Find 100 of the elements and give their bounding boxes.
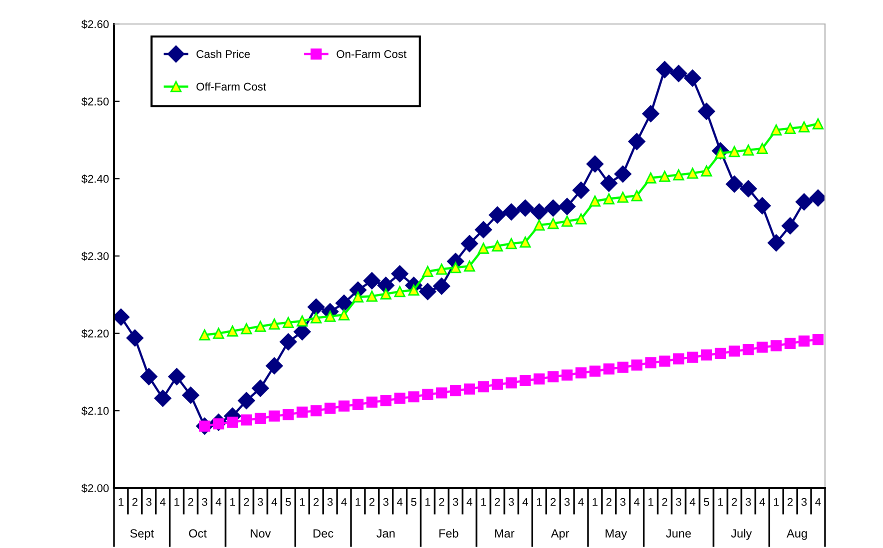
x-tick-label: 1 xyxy=(425,498,430,506)
text: Feb xyxy=(439,528,458,538)
point xyxy=(419,283,436,300)
text: Oct xyxy=(189,529,207,538)
point xyxy=(798,121,810,132)
point xyxy=(366,290,378,302)
point xyxy=(628,132,646,150)
point xyxy=(673,353,684,364)
point xyxy=(380,288,392,300)
text: Jan xyxy=(376,529,395,538)
x-tick-label: 1 xyxy=(230,498,236,506)
point xyxy=(700,349,712,361)
x-tick-label: 4 xyxy=(216,498,222,506)
y-tick-label: $2.60 xyxy=(81,20,109,29)
point xyxy=(589,366,601,377)
point xyxy=(254,320,266,332)
point xyxy=(422,266,434,278)
text: June xyxy=(666,529,691,538)
point xyxy=(659,170,670,182)
point xyxy=(575,213,587,224)
x-tick-label: 4 xyxy=(396,498,403,506)
x-tick-label: 1 xyxy=(774,498,779,506)
point xyxy=(240,323,252,334)
point xyxy=(740,180,757,198)
point xyxy=(422,388,434,400)
point xyxy=(324,402,336,414)
point xyxy=(478,242,489,254)
point xyxy=(182,386,200,404)
point xyxy=(631,359,642,371)
point xyxy=(714,348,726,359)
x-tick-label: 1 xyxy=(718,498,723,506)
x-tick-label: 1 xyxy=(536,498,542,506)
point xyxy=(296,406,308,418)
x-tick-label: 3 xyxy=(508,498,514,506)
x-tick-label: 4 xyxy=(815,498,821,506)
x-tick-label: 3 xyxy=(746,498,751,506)
point xyxy=(296,315,308,327)
point xyxy=(310,405,322,416)
point xyxy=(768,234,785,252)
point xyxy=(266,357,283,374)
point xyxy=(492,378,503,390)
point xyxy=(534,373,545,385)
point xyxy=(168,368,186,386)
x-tick-label: 2 xyxy=(606,498,612,506)
point xyxy=(562,370,573,381)
point xyxy=(460,235,478,252)
point xyxy=(754,197,771,214)
text: Apr xyxy=(550,529,570,540)
point xyxy=(520,236,531,248)
point xyxy=(798,336,810,347)
point xyxy=(464,260,476,272)
point xyxy=(670,64,688,82)
x-tick-label: 5 xyxy=(286,498,291,506)
point xyxy=(631,190,642,202)
point xyxy=(436,387,448,398)
point xyxy=(252,380,269,397)
x-tick-label: 3 xyxy=(327,498,333,506)
y-tick-label: $2.00 xyxy=(81,484,109,493)
point xyxy=(391,265,408,282)
x-tick-label: 1 xyxy=(118,498,124,506)
x-tick-label: 4 xyxy=(522,498,528,506)
point xyxy=(310,312,322,324)
point xyxy=(335,294,353,312)
x-tick-label: 1 xyxy=(481,498,486,506)
point xyxy=(642,105,660,122)
point xyxy=(548,218,559,230)
point xyxy=(268,318,280,330)
point xyxy=(687,168,698,179)
point xyxy=(352,291,364,303)
x-tick-label: 2 xyxy=(132,498,138,506)
x-tick-label: 3 xyxy=(383,498,388,506)
point xyxy=(589,196,601,207)
legend-label: On-Farm Cost xyxy=(336,50,406,58)
point xyxy=(352,398,364,410)
point xyxy=(433,278,450,295)
x-tick-label: 2 xyxy=(439,498,444,506)
point xyxy=(586,155,604,173)
point xyxy=(796,193,813,210)
x-tick-label: 2 xyxy=(494,498,500,506)
text: Dec xyxy=(314,529,334,538)
point xyxy=(558,198,576,216)
point xyxy=(728,146,740,158)
point xyxy=(450,385,462,396)
point xyxy=(226,325,238,337)
point xyxy=(812,334,824,346)
point xyxy=(726,176,743,193)
point xyxy=(603,193,614,204)
point xyxy=(282,408,294,420)
point xyxy=(742,144,754,156)
point xyxy=(280,333,297,350)
point xyxy=(502,203,520,220)
point xyxy=(488,206,506,224)
x-tick-label: 3 xyxy=(146,498,152,506)
point xyxy=(614,165,632,183)
point xyxy=(394,392,406,404)
x-tick-label: 3 xyxy=(452,498,458,506)
point xyxy=(520,374,531,386)
legend-label: Cash Price xyxy=(196,50,250,58)
y-tick-label: $2.20 xyxy=(81,329,109,338)
point xyxy=(770,340,782,352)
